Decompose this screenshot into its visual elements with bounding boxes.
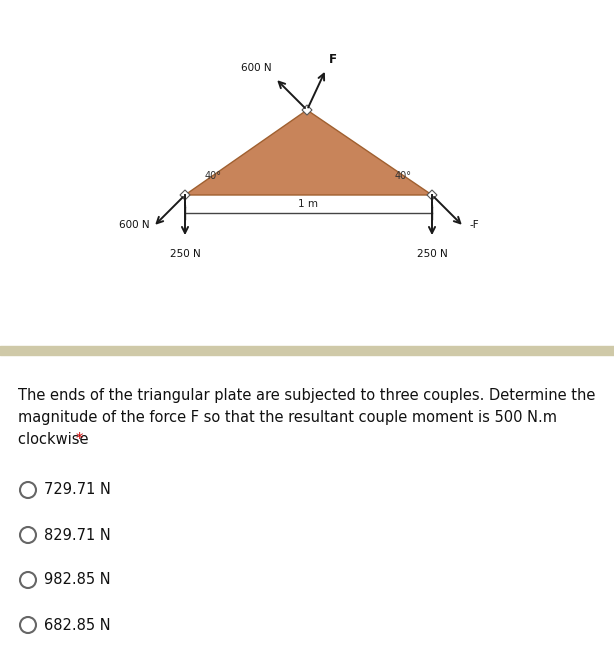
Text: The ends of the triangular plate are subjected to three couples. Determine the: The ends of the triangular plate are sub… (18, 388, 596, 403)
Text: *: * (76, 432, 84, 447)
Text: 40°: 40° (395, 171, 412, 181)
Polygon shape (302, 105, 312, 115)
Polygon shape (427, 190, 437, 200)
Text: 729.71 N: 729.71 N (44, 482, 111, 497)
Text: 1 m: 1 m (298, 199, 319, 209)
Text: 40°: 40° (205, 171, 222, 181)
Text: F: F (329, 54, 337, 66)
Polygon shape (185, 110, 432, 195)
Text: 600 N: 600 N (241, 63, 271, 73)
Text: 682.85 N: 682.85 N (44, 617, 111, 633)
Text: -F: -F (470, 220, 480, 230)
Text: 982.85 N: 982.85 N (44, 573, 111, 588)
Text: 600 N: 600 N (119, 220, 149, 230)
Text: 829.71 N: 829.71 N (44, 528, 111, 542)
Text: 250 N: 250 N (169, 249, 200, 259)
Polygon shape (180, 190, 190, 200)
Text: 250 N: 250 N (417, 249, 448, 259)
Text: magnitude of the force F so that the resultant couple moment is 500 N.m: magnitude of the force F so that the res… (18, 410, 557, 425)
Text: clockwise: clockwise (18, 432, 93, 447)
